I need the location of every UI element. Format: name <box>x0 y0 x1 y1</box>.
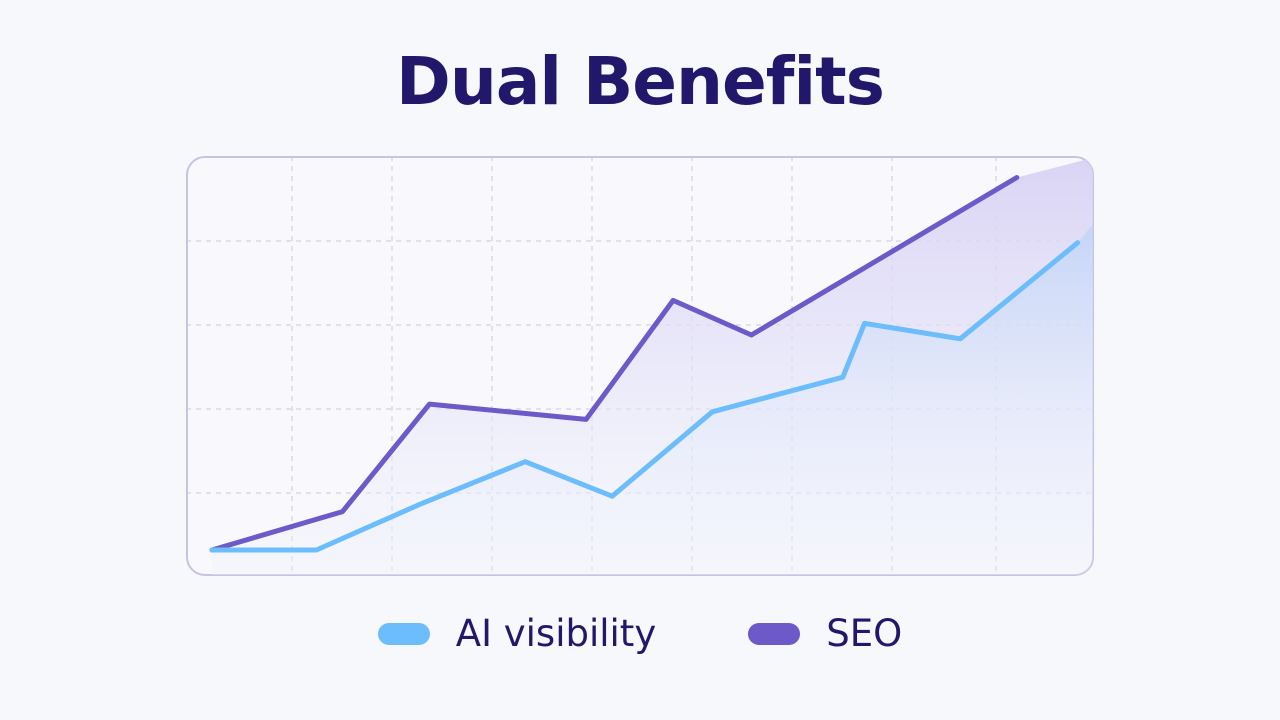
legend-swatch-ai-visibility <box>377 623 430 645</box>
series-line-seo <box>209 175 1020 553</box>
legend-item-ai-visibility: AI visibility <box>377 608 657 660</box>
legend-label-ai-visibility: AI visibility <box>455 612 657 655</box>
page-title: Dual Benefits <box>396 43 885 120</box>
legend-label-seo: SEO <box>826 612 903 655</box>
area-ai-visibility <box>212 222 1093 575</box>
line-chart <box>186 156 1094 576</box>
chart-lines <box>209 175 1081 553</box>
legend: AI visibility SEO <box>0 608 1280 660</box>
chart-areas <box>212 157 1093 575</box>
legend-item-seo: SEO <box>748 608 902 660</box>
legend-swatch-seo <box>748 623 801 645</box>
series-line-ai-visibility <box>209 240 1081 553</box>
